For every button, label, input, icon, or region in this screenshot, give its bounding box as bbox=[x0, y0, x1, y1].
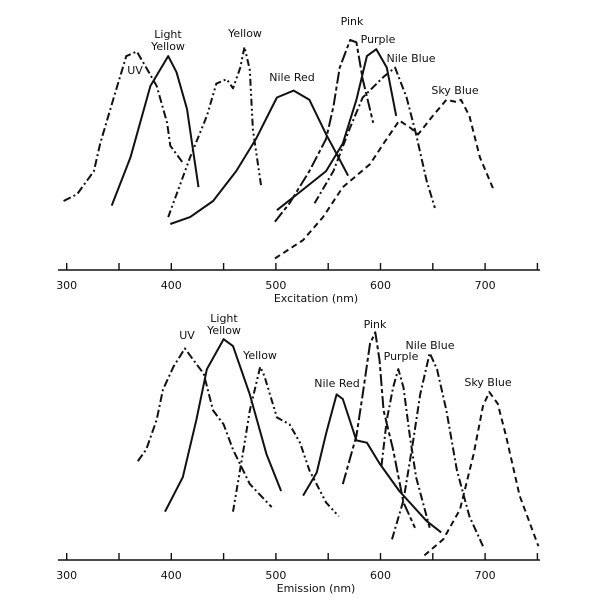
series-label-pink: Pink bbox=[364, 318, 387, 331]
series-line-yellow bbox=[232, 365, 340, 517]
series-line-light-yellow bbox=[110, 55, 200, 206]
series-line-pink bbox=[274, 39, 375, 223]
x-tick-label: 400 bbox=[161, 569, 182, 582]
series-line-sky-blue bbox=[423, 391, 540, 557]
series-label-sky-blue: Sky Blue bbox=[431, 84, 479, 97]
series-line-nile-red bbox=[169, 89, 349, 225]
x-tick-label: 300 bbox=[56, 569, 77, 582]
series-label-purple: Purple bbox=[361, 33, 396, 46]
x-tick-label: 600 bbox=[370, 279, 391, 292]
series-label-nile-red: Nile Red bbox=[269, 71, 315, 84]
series-label-sky-blue: Sky Blue bbox=[464, 376, 512, 389]
excitation-panel: 300 400 500 600 700 Excitation (nm) UV Light Yel… bbox=[56, 15, 540, 305]
x-tick-label: 400 bbox=[161, 279, 182, 292]
series-line-nile-blue bbox=[313, 66, 436, 209]
series-line-uv bbox=[63, 50, 185, 202]
series-label-light-yellow: Light Yellow bbox=[150, 28, 185, 53]
series-line-nile-blue bbox=[391, 352, 484, 547]
series-label-nile-blue: Nile Blue bbox=[387, 52, 436, 65]
x-axis-title: Emission (nm) bbox=[277, 582, 356, 595]
series-line-purple bbox=[276, 48, 398, 211]
x-tick-label: 600 bbox=[370, 569, 391, 582]
series-label-uv: UV bbox=[127, 64, 143, 77]
x-tick-label: 500 bbox=[265, 279, 286, 292]
x-axis-title: Excitation (nm) bbox=[274, 292, 358, 305]
emission-panel: 300 400 500 600 700 Emission (nm) UV Light Yello… bbox=[56, 312, 540, 595]
series-line-uv bbox=[136, 347, 273, 508]
series-label-light-yellow: Light Yellow bbox=[206, 312, 241, 337]
series-line-nile-red bbox=[302, 393, 442, 534]
x-tick-label: 700 bbox=[475, 279, 496, 292]
x-tick-label: 500 bbox=[265, 569, 286, 582]
x-tick-label: 300 bbox=[56, 279, 77, 292]
series-line-sky-blue bbox=[274, 98, 495, 260]
series-label-nile-red: Nile Red bbox=[314, 377, 360, 390]
series-label-yellow: Yellow bbox=[227, 27, 262, 40]
series-line-light-yellow bbox=[164, 338, 283, 513]
series-label-pink: Pink bbox=[341, 15, 364, 28]
series-label-yellow: Yellow bbox=[242, 349, 277, 362]
series-label-purple: Purple bbox=[384, 350, 419, 363]
series-line-purple bbox=[380, 368, 431, 529]
series-label-nile-blue: Nile Blue bbox=[406, 339, 455, 352]
series-line-pink bbox=[341, 331, 416, 529]
x-tick-label: 700 bbox=[475, 569, 496, 582]
series-line-yellow bbox=[167, 45, 263, 218]
series-label-uv: UV bbox=[179, 329, 195, 342]
